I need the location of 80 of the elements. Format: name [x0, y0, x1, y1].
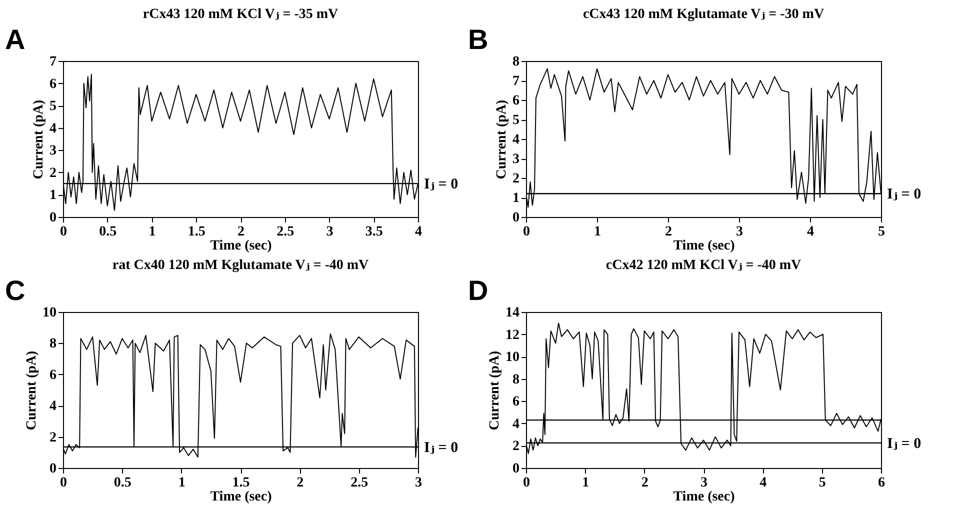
x-tick-label: 2.5 [350, 476, 368, 490]
text: A [5, 24, 26, 55]
y-tick-label: 0 [512, 210, 520, 226]
x-axis-title: Time (sec) [210, 238, 272, 254]
x-tick-label: 0 [523, 224, 530, 240]
y-tick-label: 4 [50, 121, 56, 136]
x-axis-title: Time (sec) [673, 238, 736, 254]
annotation: Iⱼ = 0 [887, 436, 922, 452]
x-tick-label: 3 [415, 476, 422, 490]
y-tick-label: 0 [50, 210, 56, 226]
x-tick-label: 4 [760, 476, 767, 490]
y-tick-label: 5 [512, 113, 520, 128]
y-tick-label: 6 [50, 368, 56, 383]
y-tick-label: 4 [512, 416, 520, 432]
y-tick-label: 8 [512, 372, 520, 388]
annotation: Iⱼ = 0 [887, 186, 922, 203]
x-tick-label: 1 [178, 476, 186, 490]
x-axis-title: Time (sec) [210, 490, 272, 504]
y-tick-label: 2 [50, 166, 56, 181]
x-tick-label: 0.5 [114, 476, 132, 490]
y-tick-label: 2 [50, 430, 56, 446]
y-axis-title: Current (pA) [32, 99, 46, 180]
x-tick-label: 2 [665, 224, 672, 240]
y-tick-label: 3 [50, 144, 56, 159]
x-tick-label: 4 [807, 224, 814, 240]
y-tick-label: 6 [512, 94, 520, 108]
x-tick-label: 2 [641, 476, 648, 490]
x-tick-label: 0 [60, 224, 67, 240]
y-tick-label: 1 [50, 188, 56, 204]
x-tick-label: 1.5 [188, 224, 206, 240]
y-tick-label: 1 [512, 191, 520, 206]
x-tick-label: 5 [818, 476, 826, 490]
chart-title: cCx42 120 mM KCl Vⱼ = -40 mV [606, 258, 802, 273]
y-tick-label: 4 [50, 399, 56, 414]
x-axis-title: Time (sec) [673, 490, 736, 504]
x-tick-label: 6 [878, 476, 885, 490]
y-axis-title: Current (pA) [24, 350, 40, 430]
text: B [468, 24, 488, 55]
y-axis-title: Current (pA) [488, 350, 502, 430]
y-tick-label: 0 [512, 462, 520, 476]
y-tick-label: 7 [50, 54, 56, 70]
y-tick-label: 5 [50, 99, 56, 114]
x-tick-label: 3 [736, 224, 743, 240]
y-tick-label: 4 [512, 132, 520, 148]
x-tick-label: 1.5 [232, 476, 250, 490]
x-tick-label: 0 [60, 476, 67, 490]
y-tick-label: 2 [512, 439, 520, 454]
x-tick-label: 3.5 [365, 224, 383, 240]
y-tick-label: 2 [512, 172, 520, 186]
y-tick-label: 7 [512, 74, 520, 89]
x-tick-label: 0.5 [99, 224, 117, 240]
y-tick-label: 6 [512, 394, 520, 410]
x-tick-label: 2.5 [276, 224, 294, 240]
x-tick-label: 3 [326, 224, 334, 240]
annotation: Iⱼ = 0 [424, 176, 458, 193]
x-tick-label: 1 [148, 224, 156, 240]
y-tick-label: 10 [42, 306, 56, 320]
chart-title: cCx43 120 mM Kglutamate Vⱼ = -30 mV [582, 7, 824, 22]
x-tick-label: 4 [415, 224, 422, 240]
x-tick-label: 1 [582, 476, 590, 490]
y-tick-label: 8 [512, 54, 520, 70]
x-tick-label: 5 [878, 224, 885, 240]
chart-title: rCx43 120 mM KCl Vⱼ = -35 mV [142, 7, 338, 22]
x-tick-label: 2 [238, 224, 244, 240]
text: D [468, 275, 488, 306]
y-tick-label: 12 [506, 328, 520, 343]
y-tick-label: 6 [50, 76, 56, 92]
y-tick-label: 10 [506, 350, 520, 366]
y-tick-label: 14 [506, 306, 520, 320]
y-axis-title: Current (pA) [494, 99, 510, 180]
y-tick-label: 0 [50, 462, 56, 476]
y-tick-label: 3 [512, 152, 520, 167]
y-tick-label: 8 [50, 336, 56, 352]
x-tick-label: 2 [296, 476, 304, 490]
x-tick-label: 3 [700, 476, 708, 490]
text: C [5, 275, 26, 306]
chart-title: rat Cx40 120 mM Kglutamate Vⱼ = -40 mV [112, 258, 369, 273]
annotation: Iⱼ = 0 [424, 440, 458, 456]
x-tick-label: 0 [523, 476, 530, 490]
x-tick-label: 1 [594, 224, 601, 240]
